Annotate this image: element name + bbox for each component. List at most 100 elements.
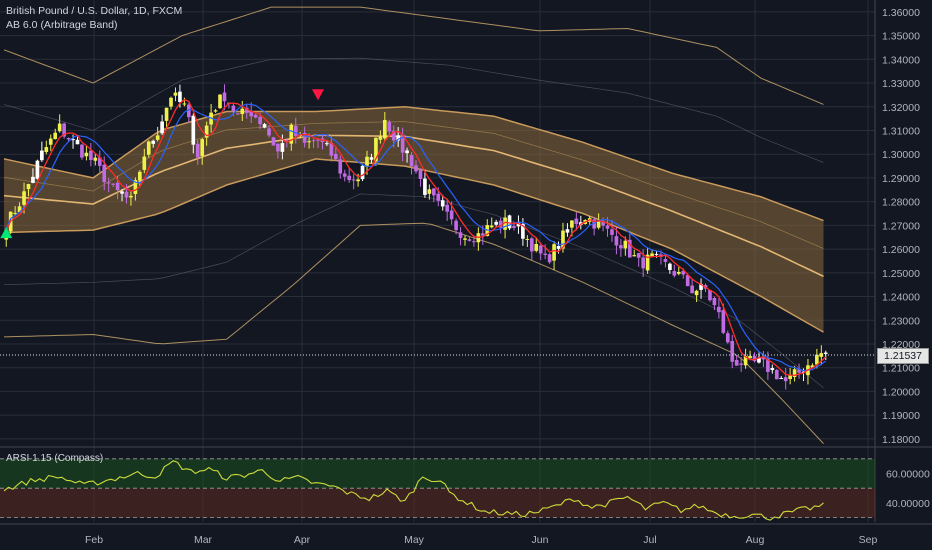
candle-body bbox=[668, 263, 672, 271]
fast-moving-average bbox=[5, 98, 827, 376]
candle-body bbox=[142, 156, 147, 170]
candle-body bbox=[378, 136, 383, 140]
candle-body bbox=[650, 253, 654, 257]
candle-body bbox=[356, 179, 360, 182]
band-fill bbox=[4, 106, 824, 333]
candle-body bbox=[222, 92, 227, 102]
candle-body bbox=[409, 154, 414, 167]
candle-body bbox=[71, 139, 75, 141]
candlesticks[interactable] bbox=[4, 84, 828, 390]
candle-body bbox=[596, 221, 601, 228]
candle-body bbox=[35, 160, 40, 179]
candle-body bbox=[627, 239, 632, 258]
candle-body bbox=[743, 356, 748, 366]
candle-body bbox=[267, 128, 271, 136]
candle-body bbox=[195, 143, 200, 158]
candle-body bbox=[623, 240, 628, 249]
candle-body bbox=[725, 333, 730, 343]
price-tick-label: 1.19000 bbox=[882, 410, 920, 422]
price-tick-label: 1.35000 bbox=[882, 31, 920, 43]
candle-body bbox=[111, 183, 115, 185]
candle-body bbox=[155, 135, 160, 140]
candle-body bbox=[329, 142, 334, 156]
oscillator-tick-label: 40.00000 bbox=[886, 498, 930, 510]
candle-body bbox=[570, 220, 574, 228]
month-tick-label: Jul bbox=[643, 534, 656, 546]
band-midline bbox=[3, 134, 824, 278]
candle-body bbox=[160, 121, 164, 134]
candle-body bbox=[48, 138, 53, 145]
candle-body bbox=[89, 150, 93, 160]
candle-body bbox=[347, 175, 352, 181]
candle-body bbox=[218, 94, 222, 109]
candle-body bbox=[601, 221, 605, 226]
candle-body bbox=[730, 340, 735, 362]
candle-body bbox=[472, 241, 476, 243]
candle-body bbox=[369, 157, 374, 160]
month-tick-label: Feb bbox=[85, 534, 103, 546]
candle-body bbox=[405, 150, 409, 154]
candle-body bbox=[610, 229, 614, 235]
candle-body bbox=[761, 356, 766, 360]
candle-body bbox=[178, 91, 182, 102]
price-tick-label: 1.26000 bbox=[882, 244, 920, 256]
envelope-inner-upper bbox=[3, 57, 824, 163]
oscillator-pane[interactable]: 60.00000 40.00000 bbox=[0, 458, 930, 521]
oscillator-tick-label: 60.00000 bbox=[886, 469, 930, 481]
candle-body bbox=[614, 236, 619, 246]
candle-body bbox=[187, 104, 191, 118]
price-tick-label: 1.28000 bbox=[882, 197, 920, 209]
oscillator-line bbox=[3, 460, 824, 521]
envelope-upper bbox=[3, 6, 824, 105]
candle-body bbox=[280, 143, 285, 152]
candle-body bbox=[338, 159, 343, 174]
candle-body bbox=[538, 245, 543, 254]
candle-body bbox=[191, 115, 196, 145]
candle-body bbox=[699, 283, 703, 290]
candle-body bbox=[552, 244, 556, 261]
time-axis[interactable]: Feb Mar Apr May Jun Jul Aug Sep bbox=[0, 523, 932, 546]
candle-body bbox=[387, 121, 392, 132]
candle-body bbox=[619, 245, 623, 249]
candle-body bbox=[770, 368, 775, 371]
price-tick-label: 1.18000 bbox=[882, 434, 920, 446]
candle-body bbox=[556, 245, 561, 249]
moving-averages bbox=[5, 98, 827, 376]
candle-body bbox=[169, 97, 173, 107]
candle-body bbox=[151, 140, 156, 144]
candle-body bbox=[213, 110, 218, 112]
candle-body bbox=[53, 132, 58, 140]
sell-signal-marker bbox=[312, 89, 325, 101]
candle-body bbox=[253, 114, 258, 118]
candle-body bbox=[120, 191, 124, 194]
price-tick-label: 1.31000 bbox=[882, 125, 920, 137]
candle-body bbox=[258, 116, 262, 125]
candle-body bbox=[489, 225, 494, 228]
candle-body bbox=[400, 134, 405, 153]
candle-body bbox=[289, 124, 294, 144]
candle-body bbox=[431, 188, 436, 196]
price-tick-label: 1.25000 bbox=[882, 268, 920, 280]
candle-body bbox=[307, 141, 311, 143]
candle-body bbox=[414, 165, 418, 172]
candle-body bbox=[146, 141, 151, 155]
candle-body bbox=[262, 124, 267, 128]
candle-body bbox=[374, 137, 378, 162]
candle-body bbox=[676, 271, 681, 274]
candle-body bbox=[93, 157, 98, 161]
candle-body bbox=[44, 147, 49, 152]
price-axis[interactable]: 1.36000 1.35000 1.34000 1.33000 1.32000 1.310… bbox=[882, 7, 920, 446]
candle-body bbox=[22, 191, 26, 205]
candle-body bbox=[26, 183, 31, 190]
candle-body bbox=[788, 374, 792, 380]
last-price-tag: 1.21537 bbox=[877, 348, 929, 364]
price-tick-label: 1.33000 bbox=[882, 78, 920, 90]
candle-body bbox=[84, 152, 89, 157]
candle-body bbox=[721, 310, 726, 333]
month-tick-label: Apr bbox=[294, 534, 311, 546]
price-tick-label: 1.22000 bbox=[882, 339, 920, 351]
candle-body bbox=[342, 173, 347, 177]
price-tick-label: 1.36000 bbox=[882, 7, 920, 19]
price-tick-label: 1.23000 bbox=[882, 315, 920, 327]
